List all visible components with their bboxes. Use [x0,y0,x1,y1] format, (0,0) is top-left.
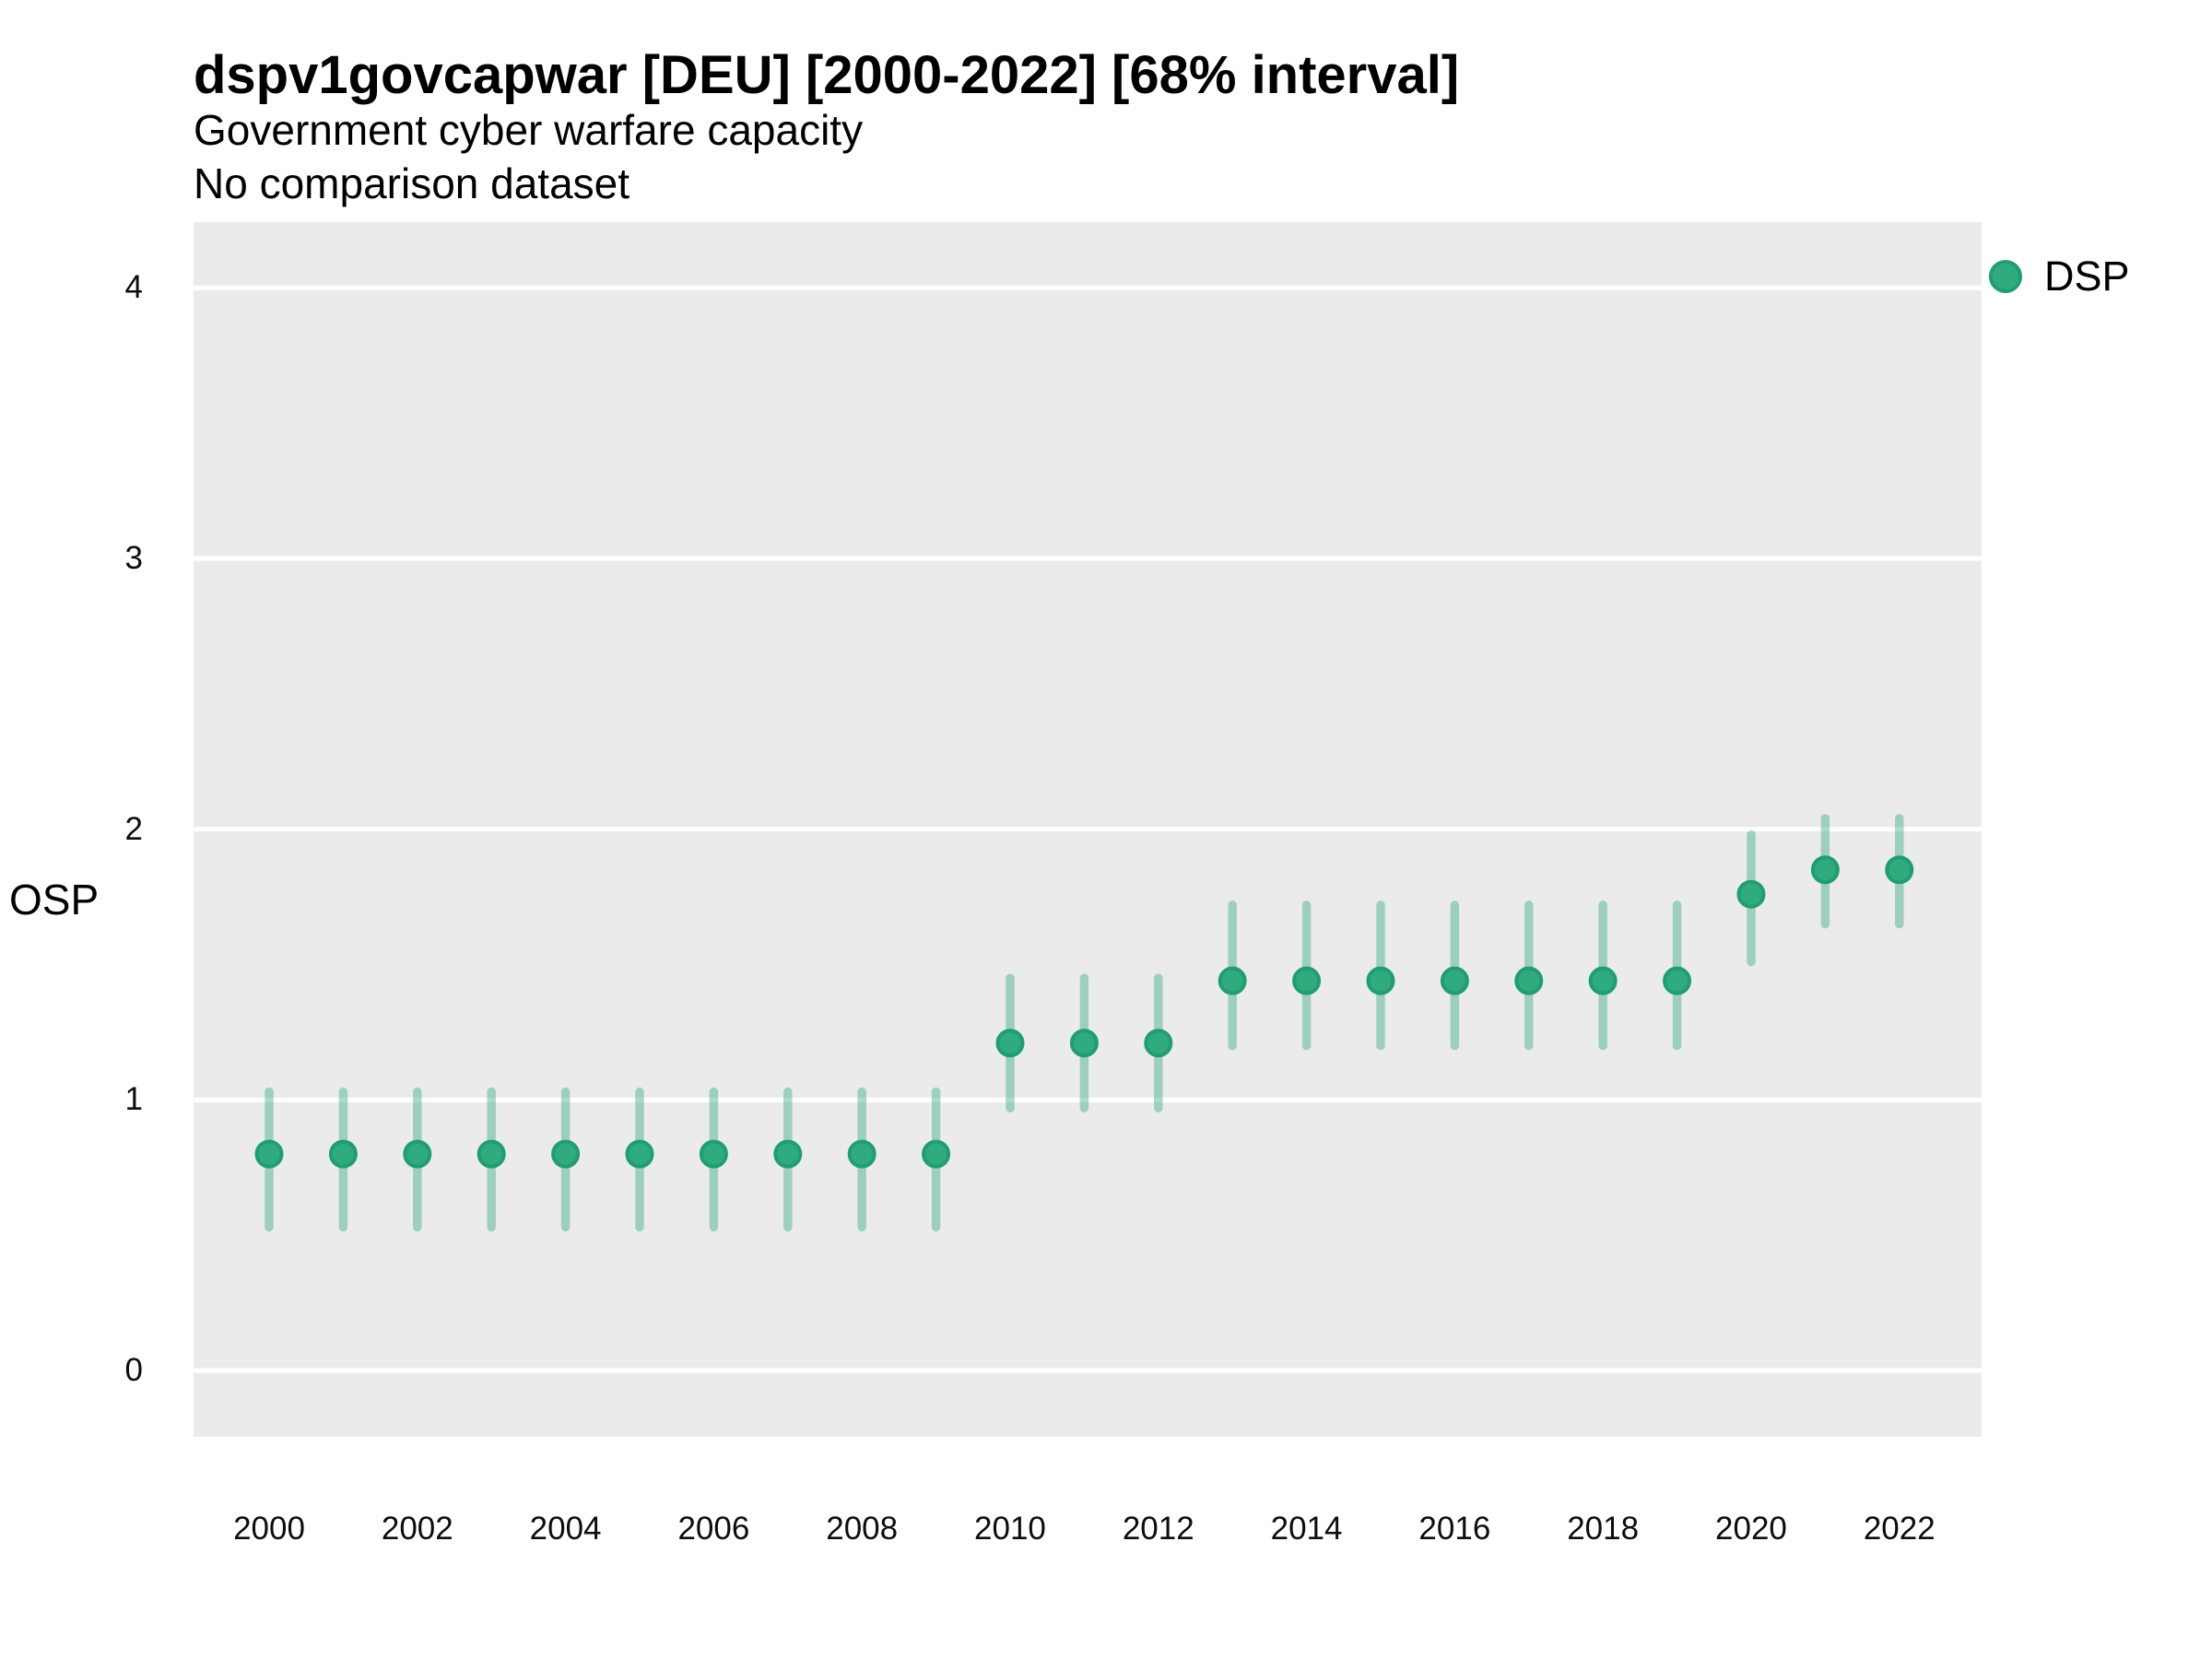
x-tick-label-2008: 2008 [826,1511,899,1547]
x-tick-label-2002: 2002 [381,1511,453,1547]
point-2000 [254,1139,284,1169]
point-2002 [403,1139,432,1169]
point-2009 [922,1139,951,1169]
legend-label-dsp: DSP [2044,253,2130,300]
y-axis-title: OSP [9,875,100,924]
point-2013 [1218,966,1247,995]
gridlines [194,285,1982,1373]
y-tick-label-2: 2 [124,810,143,847]
point-2006 [699,1139,728,1169]
x-tick-label-2004: 2004 [529,1511,602,1547]
legend: DSP [1989,247,2130,306]
y-tick-label-0: 0 [124,1352,143,1389]
x-tick-label-2014: 2014 [1270,1511,1343,1547]
point-2001 [328,1139,358,1169]
estimate-points [254,855,1914,1169]
point-2020 [1736,879,1766,909]
page-subtitle: Government cyber warfare capacity [194,106,864,154]
point-2017 [1514,966,1544,995]
x-tick-label-2020: 2020 [1715,1511,1787,1547]
x-tick-label-2010: 2010 [974,1511,1046,1547]
point-2014 [1292,966,1322,995]
legend-point-icon [1989,260,2022,293]
page-title: dspv1govcapwar [DEU] [2000-2022] [68% in… [194,45,1460,105]
x-tick-label-2000: 2000 [233,1511,305,1547]
y-tick-label-3: 3 [124,540,143,577]
point-2012 [1144,1029,1173,1058]
x-tick-label-2022: 2022 [1863,1511,1936,1547]
y-tick-label-4: 4 [124,269,143,306]
point-2021 [1810,855,1840,885]
point-2016 [1440,966,1469,995]
point-2018 [1588,966,1618,995]
point-2010 [995,1029,1025,1058]
y-tick-label-1: 1 [124,1081,143,1118]
point-2003 [477,1139,506,1169]
point-2022 [1885,855,1914,885]
x-tick-label-2006: 2006 [677,1511,750,1547]
point-2019 [1663,966,1692,995]
x-tick-label-2018: 2018 [1567,1511,1640,1547]
x-tick-label-2016: 2016 [1418,1511,1491,1547]
point-2005 [625,1139,654,1169]
point-2004 [551,1139,581,1169]
point-2007 [773,1139,803,1169]
comparison-note: No comparison dataset [194,159,630,207]
x-tick-label-2012: 2012 [1122,1511,1194,1547]
point-2011 [1069,1029,1099,1058]
point-2008 [847,1139,877,1169]
point-2015 [1366,966,1395,995]
